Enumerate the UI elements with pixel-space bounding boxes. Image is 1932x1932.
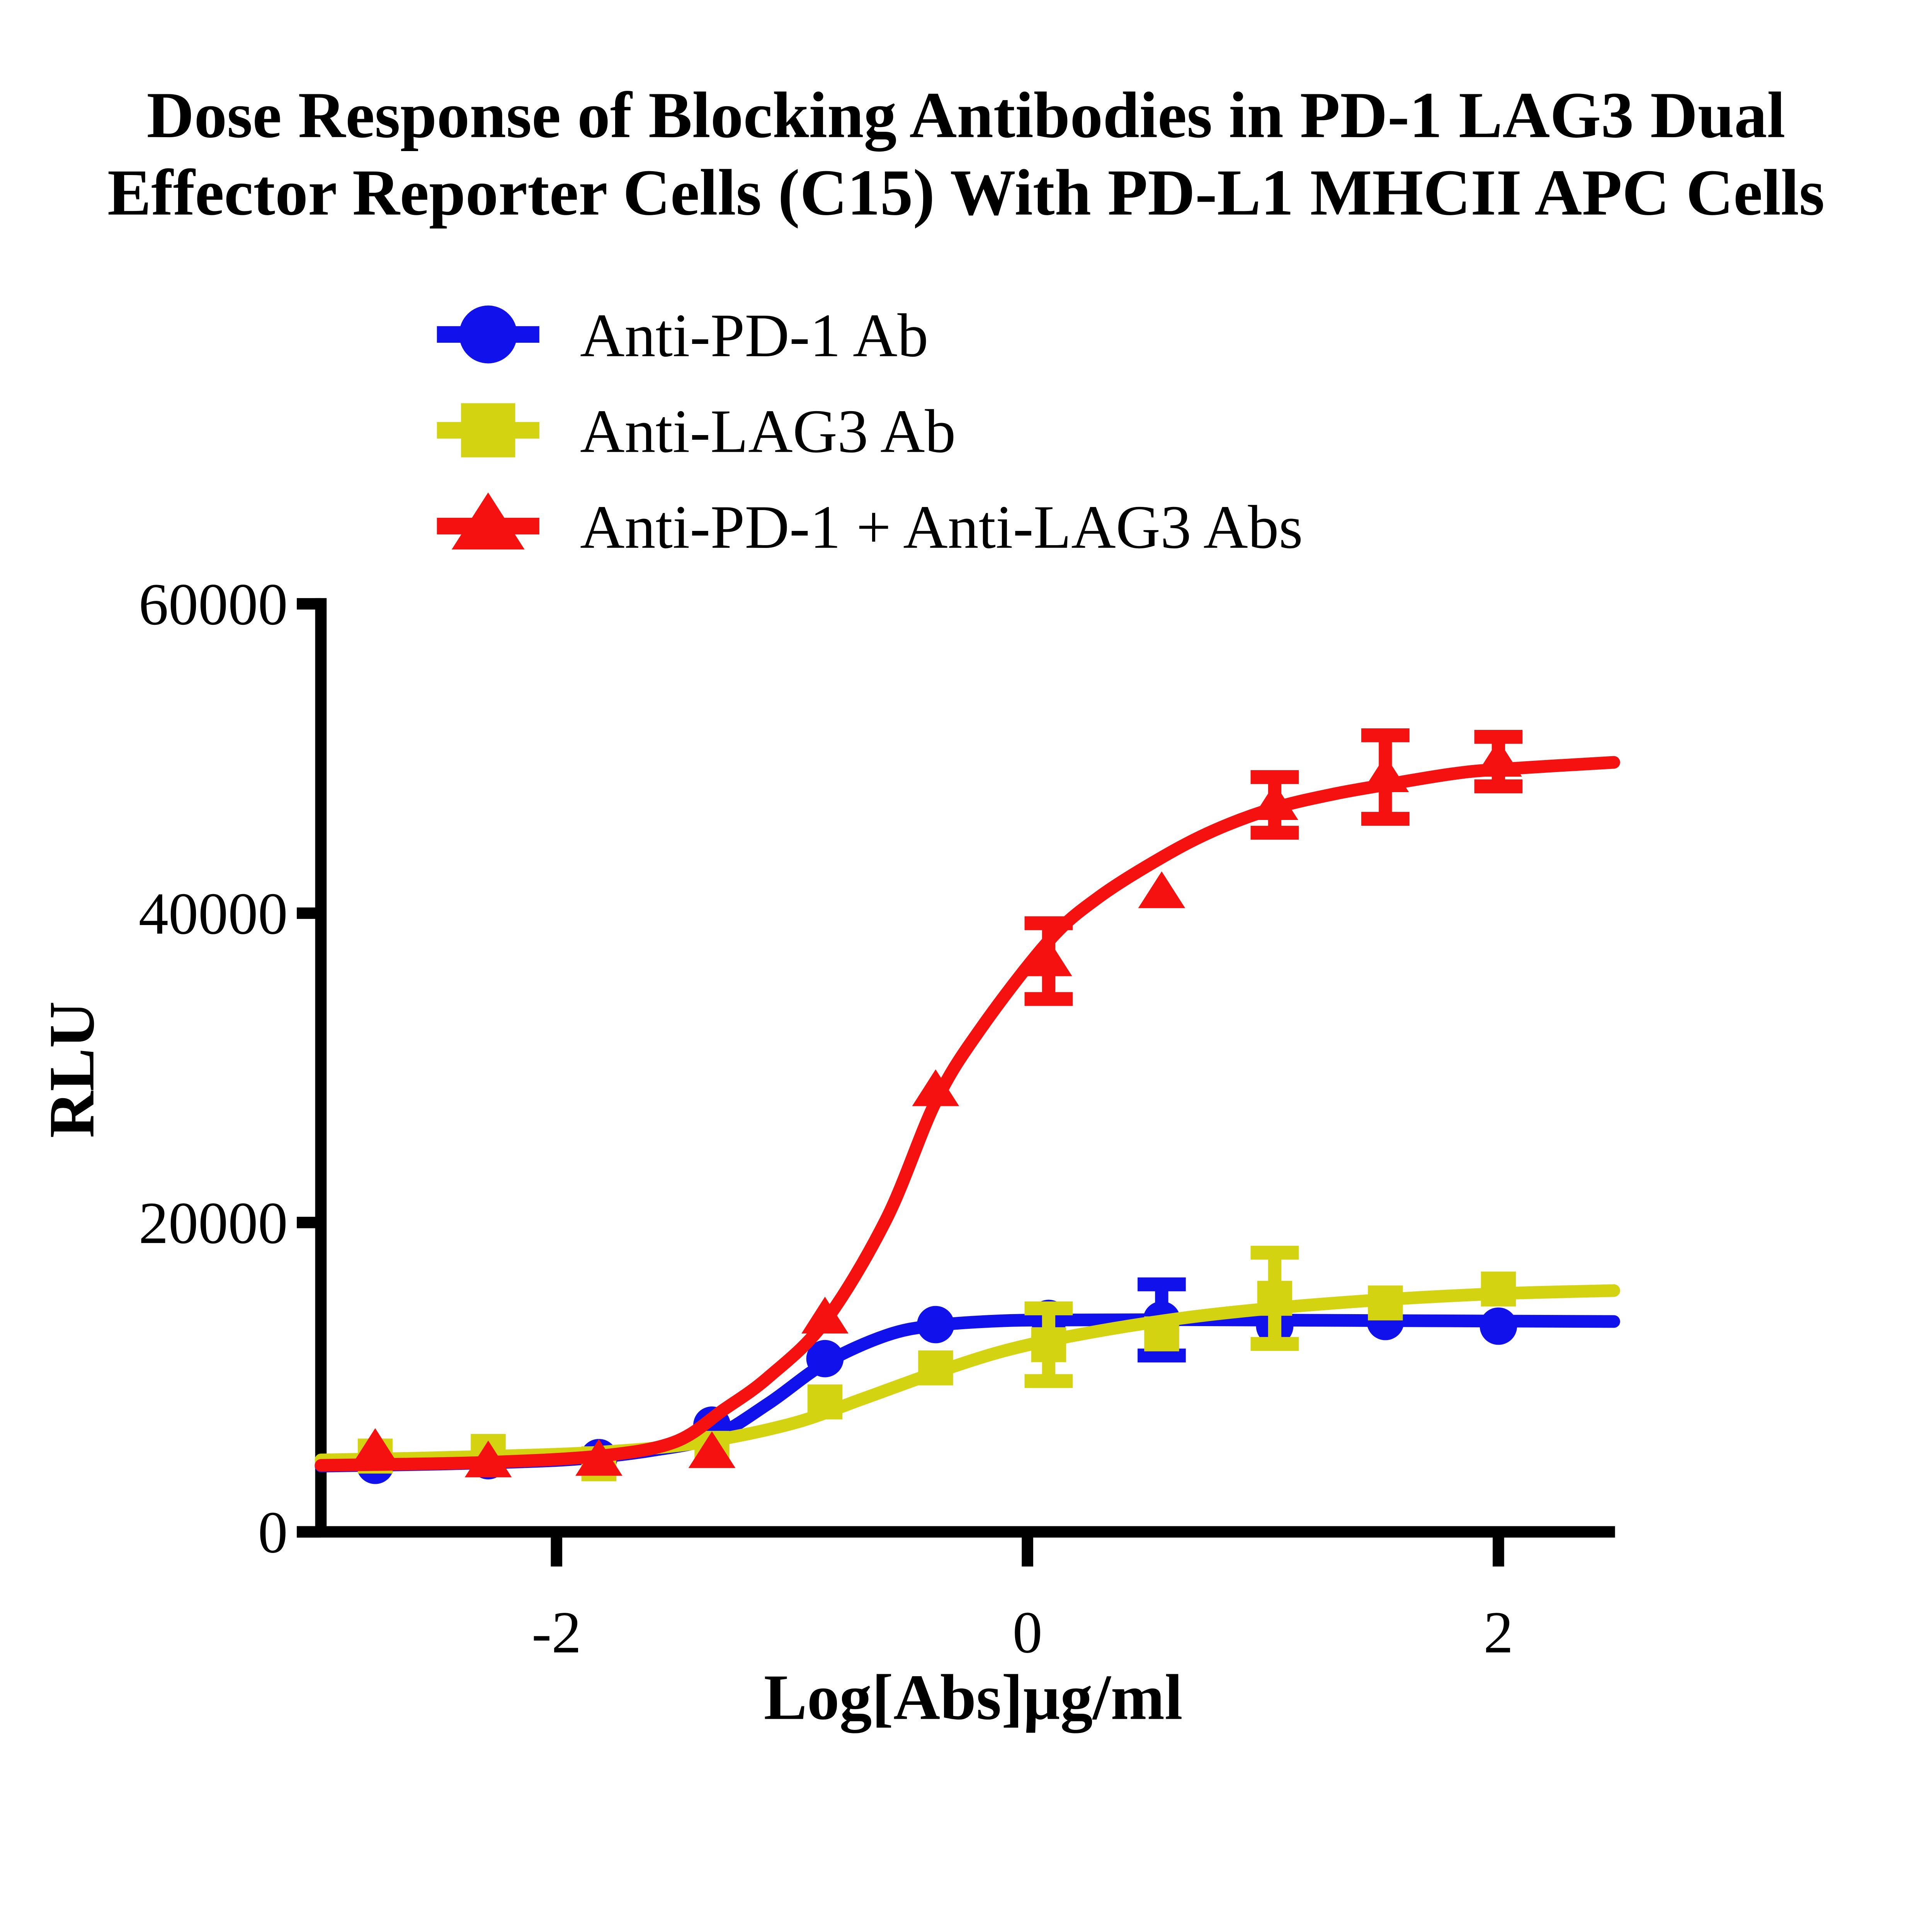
marker-anti-pd-1-ab-4 xyxy=(806,1340,844,1378)
legend-item-anti-pd-1-ab: Anti-PD-1 Ab xyxy=(437,301,928,370)
legend-item-anti-lag3-ab: Anti-LAG3 Ab xyxy=(437,397,956,466)
legend: Anti-PD-1 Ab Anti-LAG3 Ab Anti-PD-1 + Anti… xyxy=(437,301,1303,561)
chart-title-line1: Dose Response of Blocking Antibodies in … xyxy=(147,79,1786,151)
y-tick-label-20000: 20000 xyxy=(139,1190,288,1256)
dose-response-chart: Dose Response of Blocking Antibodies in … xyxy=(36,79,1825,1733)
marker-anti-pd-1-anti-lag3-abs-4 xyxy=(801,1296,849,1334)
axes: 0 20000 40000 60000 -2 0 2 xyxy=(139,571,1615,1665)
marker-anti-pd-1-anti-lag3-abs-1 xyxy=(464,1440,512,1478)
marker-anti-lag3-ab-6 xyxy=(1031,1327,1066,1362)
marker-anti-lag3-ab-5 xyxy=(918,1350,953,1386)
marker-anti-lag3-ab-9 xyxy=(1368,1285,1403,1321)
marker-anti-lag3-ab-4 xyxy=(807,1384,843,1420)
marker-anti-pd-1-ab-10 xyxy=(1480,1307,1517,1345)
marker-anti-pd-1-ab-5 xyxy=(917,1306,954,1344)
legend-label-anti-pd-1-anti-lag3-abs: Anti-PD-1 + Anti-LAG3 Abs xyxy=(580,493,1303,561)
series-anti-lag3-ab xyxy=(315,1245,1620,1481)
x-axis-title: Log[Abs]µg/ml xyxy=(764,1662,1183,1733)
marker-anti-lag3-ab-10 xyxy=(1481,1271,1516,1307)
legend-item-anti-pd-1-anti-lag3-abs: Anti-PD-1 + Anti-LAG3 Abs xyxy=(437,492,1303,561)
x-tick-label-2: 2 xyxy=(1483,1599,1513,1665)
marker-anti-pd-1-anti-lag3-abs-10 xyxy=(1475,740,1522,777)
legend-marker-anti-lag3-ab xyxy=(461,403,515,457)
marker-anti-lag3-ab-8 xyxy=(1257,1281,1293,1316)
series-group xyxy=(315,728,1620,1484)
marker-anti-pd-1-anti-lag3-abs-0 xyxy=(352,1428,399,1465)
y-tick-label-0: 0 xyxy=(258,1499,288,1565)
x-tick-label-0: 0 xyxy=(1012,1599,1042,1665)
y-tick-label-60000: 60000 xyxy=(139,571,288,638)
legend-label-anti-lag3-ab: Anti-LAG3 Ab xyxy=(580,397,956,466)
x-tick-label--2: -2 xyxy=(532,1599,582,1665)
figure: Dose Response of Blocking Antibodies in … xyxy=(36,78,1825,1733)
marker-anti-pd-1-anti-lag3-abs-2 xyxy=(575,1439,622,1476)
marker-anti-pd-1-anti-lag3-abs-9 xyxy=(1362,755,1409,793)
marker-anti-lag3-ab-7 xyxy=(1144,1316,1179,1352)
fit-curve-anti-pd-1-ab xyxy=(315,1313,1620,1473)
legend-marker-anti-pd-1-anti-lag3-abs xyxy=(451,492,525,549)
legend-marker-anti-pd-1-ab xyxy=(459,305,517,364)
marker-anti-pd-1-anti-lag3-abs-6 xyxy=(1025,939,1072,976)
y-tick-label-40000: 40000 xyxy=(139,881,288,947)
legend-label-anti-pd-1-ab: Anti-PD-1 Ab xyxy=(580,301,928,370)
chart-title-line2: Effector Reporter Cells (C15) With PD-L1… xyxy=(107,156,1825,229)
marker-anti-pd-1-anti-lag3-abs-7 xyxy=(1138,871,1185,908)
marker-anti-pd-1-anti-lag3-abs-8 xyxy=(1251,783,1298,820)
marker-anti-pd-1-anti-lag3-abs-5 xyxy=(912,1069,959,1106)
marker-anti-pd-1-anti-lag3-abs-3 xyxy=(688,1431,736,1468)
y-axis-title: RLU xyxy=(36,1001,108,1138)
series-anti-pd-1-anti-lag3-abs xyxy=(315,728,1620,1478)
